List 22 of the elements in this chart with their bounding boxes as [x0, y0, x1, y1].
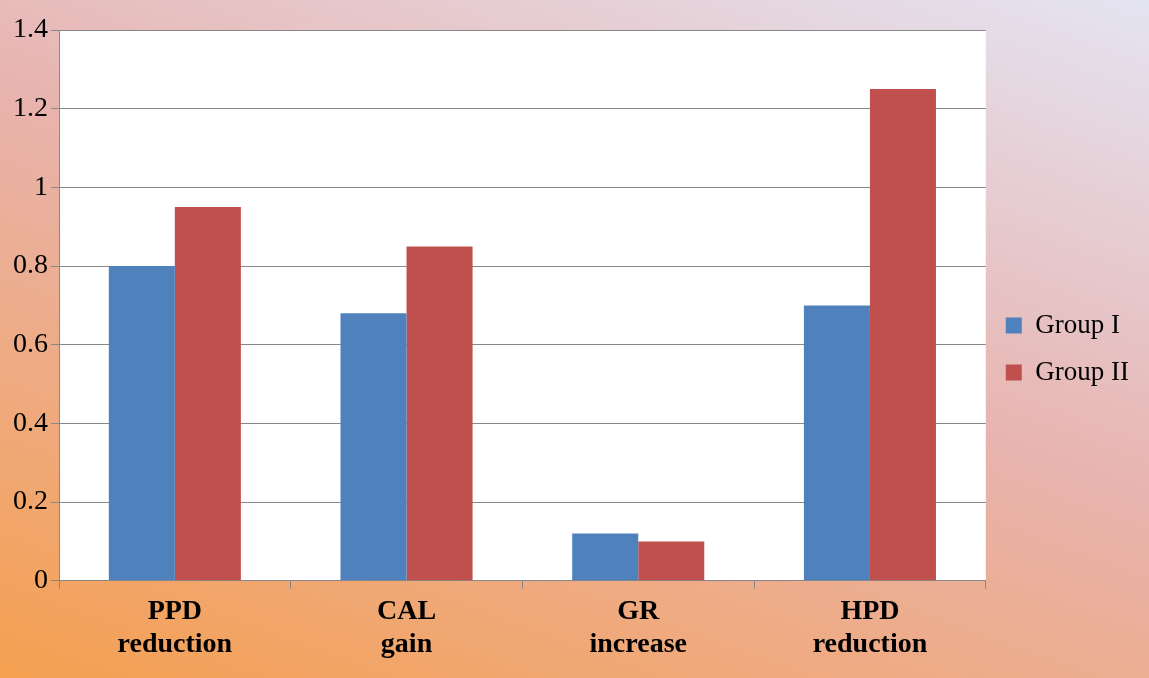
bar — [572, 533, 639, 581]
y-tick-label: 1.4 — [13, 12, 48, 44]
y-tick-label: 0.2 — [13, 484, 48, 516]
legend-label: Group I — [1035, 308, 1121, 339]
bar — [108, 266, 175, 581]
x-tick-label: GR increase — [589, 593, 687, 659]
x-tick-label: PPD reduction — [117, 593, 233, 659]
y-tick-label: 0 — [34, 563, 48, 595]
y-tick-label: 1.2 — [13, 91, 48, 123]
x-tick-label: HPD reduction — [812, 593, 928, 659]
bar — [869, 89, 936, 581]
bar — [340, 313, 407, 581]
bar — [406, 246, 473, 581]
bar — [638, 541, 705, 581]
y-tick-label: 0.6 — [13, 327, 48, 359]
bar — [803, 305, 870, 581]
bar — [174, 207, 241, 581]
legend-label: Group II — [1035, 355, 1130, 386]
y-tick-label: 1 — [34, 169, 48, 201]
x-tick-label: CAL gain — [376, 593, 437, 659]
y-tick-label: 0.4 — [13, 405, 48, 437]
y-tick-label: 0.8 — [13, 248, 48, 280]
